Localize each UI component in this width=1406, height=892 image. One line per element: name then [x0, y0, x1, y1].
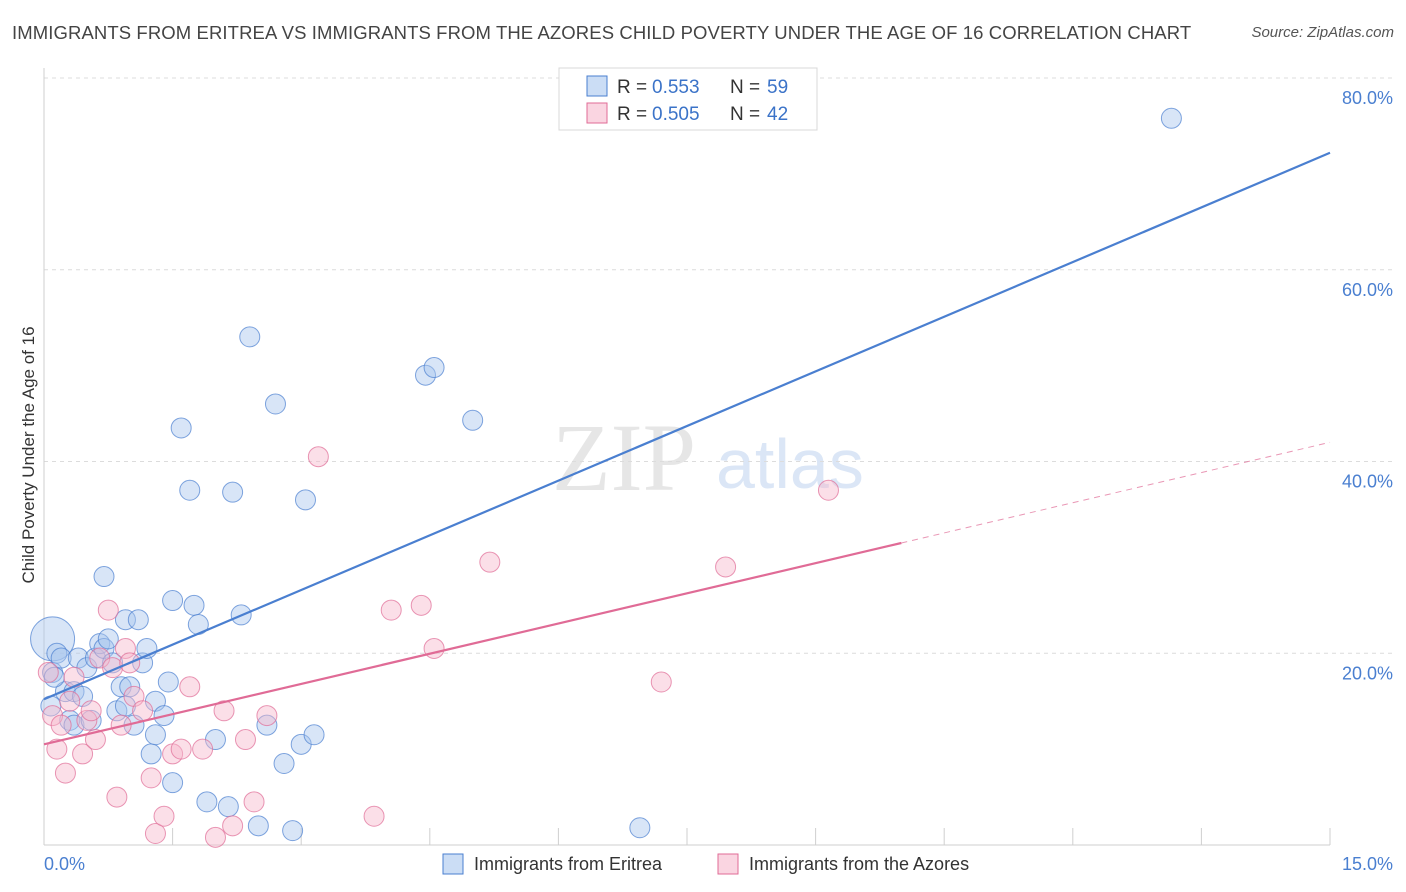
point-eritrea-44 — [247, 815, 269, 837]
point-eritrea-38 — [196, 791, 218, 813]
bottom-legend-label-azores: Immigrants from the Azores — [749, 854, 969, 874]
bottom-legend-swatch-azores — [717, 853, 739, 875]
point-eritrea-32 — [162, 590, 184, 612]
point-eritrea-54 — [462, 409, 484, 431]
point-azores-3 — [50, 714, 72, 736]
point-eritrea-56 — [1160, 107, 1182, 129]
y-tick-label-1: 60.0% — [1342, 280, 1393, 300]
point-eritrea-18 — [93, 566, 115, 588]
point-eritrea-24 — [127, 609, 149, 631]
point-eritrea-37 — [162, 772, 184, 794]
bottom-legend-swatch-eritrea — [442, 853, 464, 875]
point-eritrea-35 — [183, 594, 205, 616]
point-azores-29 — [222, 815, 244, 837]
point-azores-32 — [256, 705, 278, 727]
legend-n-label-eritrea: N = — [730, 77, 760, 98]
point-azores-20 — [140, 767, 162, 789]
point-azores-40 — [715, 556, 737, 578]
watermark-zip: ZIP — [552, 404, 696, 511]
y-tick-label-3: 20.0% — [1342, 663, 1393, 683]
point-eritrea-52 — [415, 364, 437, 386]
y-axis-label: Child Poverty Under the Age of 16 — [19, 326, 38, 583]
legend-swatch-eritrea — [586, 75, 608, 97]
point-eritrea-0 — [30, 616, 76, 662]
trend-lines — [43, 151, 1331, 746]
point-azores-34 — [363, 805, 385, 827]
watermark: ZIP atlas — [552, 404, 864, 511]
point-eritrea-41 — [222, 481, 244, 503]
x-tick-label-max: 15.0% — [1342, 854, 1393, 874]
point-eritrea-47 — [273, 753, 295, 775]
point-eritrea-34 — [179, 479, 201, 501]
correlation-legend: R = 0.553 N = 59 R = 0.505 N = 42 — [558, 67, 818, 131]
point-azores-24 — [170, 738, 192, 760]
y-tick-label-2: 40.0% — [1342, 472, 1393, 492]
point-azores-28 — [213, 700, 235, 722]
point-azores-36 — [410, 594, 432, 616]
point-azores-39 — [650, 671, 672, 693]
point-eritrea-25 — [132, 652, 154, 674]
legend-n-value-eritrea: 59 — [767, 77, 788, 98]
y-tick-labels: 80.0% 60.0% 40.0% 20.0% — [1342, 88, 1393, 683]
point-azores-16 — [114, 637, 136, 659]
point-azores-12 — [97, 599, 119, 621]
point-azores-9 — [80, 700, 102, 722]
legend-r-value-eritrea: 0.553 — [652, 77, 700, 98]
point-eritrea-53 — [423, 357, 445, 379]
trend-line-eritrea — [43, 151, 1331, 701]
legend-swatch-azores — [586, 102, 608, 124]
legend-n-value-azores: 42 — [767, 104, 788, 125]
trend-line-azores-extension — [901, 441, 1331, 544]
point-eritrea-55 — [629, 817, 651, 839]
point-eritrea-21 — [114, 609, 136, 631]
point-eritrea-7 — [63, 714, 85, 736]
point-azores-7 — [72, 743, 94, 765]
point-azores-14 — [106, 786, 128, 808]
point-eritrea-27 — [140, 743, 162, 765]
chart-source: Source: ZipAtlas.com — [1251, 24, 1394, 41]
legend-n-label-azores: N = — [730, 104, 760, 125]
point-azores-4 — [54, 762, 76, 784]
series-azores-points — [37, 446, 839, 848]
x-tick-label-min: 0.0% — [44, 854, 85, 874]
point-azores-30 — [234, 729, 256, 751]
point-eritrea-3 — [50, 647, 72, 669]
chart-title: IMMIGRANTS FROM ERITREA VS IMMIGRANTS FR… — [12, 22, 1192, 43]
point-azores-25 — [179, 676, 201, 698]
point-eritrea-40 — [217, 796, 239, 818]
series-legend: Immigrants from Eritrea Immigrants from … — [442, 853, 969, 875]
point-eritrea-48 — [282, 820, 304, 842]
trend-line-azores — [43, 541, 902, 746]
point-azores-35 — [380, 599, 402, 621]
point-azores-22 — [153, 805, 175, 827]
point-azores-27 — [204, 826, 226, 848]
point-azores-26 — [192, 738, 214, 760]
legend-r-label-azores: R = — [617, 104, 647, 125]
bottom-legend-label-eritrea: Immigrants from Eritrea — [474, 854, 663, 874]
point-eritrea-33 — [170, 417, 192, 439]
point-azores-38 — [479, 551, 501, 573]
point-azores-31 — [243, 791, 265, 813]
point-azores-19 — [132, 700, 154, 722]
point-azores-0 — [37, 661, 59, 683]
point-azores-5 — [59, 690, 81, 712]
point-eritrea-31 — [157, 671, 179, 693]
watermark-atlas: atlas — [716, 425, 864, 503]
point-eritrea-50 — [294, 489, 316, 511]
point-eritrea-28 — [144, 724, 166, 746]
legend-r-value-azores: 0.505 — [652, 104, 700, 125]
point-eritrea-15 — [97, 628, 119, 650]
point-azores-33 — [307, 446, 329, 468]
point-eritrea-43 — [239, 326, 261, 348]
point-azores-21 — [144, 822, 166, 844]
point-eritrea-51 — [303, 724, 325, 746]
point-eritrea-46 — [264, 393, 286, 415]
point-azores-41 — [817, 479, 839, 501]
legend-r-label-eritrea: R = — [617, 77, 647, 98]
series-eritrea-points — [30, 107, 1182, 842]
y-tick-label-0: 80.0% — [1342, 88, 1393, 108]
point-azores-2 — [46, 738, 68, 760]
